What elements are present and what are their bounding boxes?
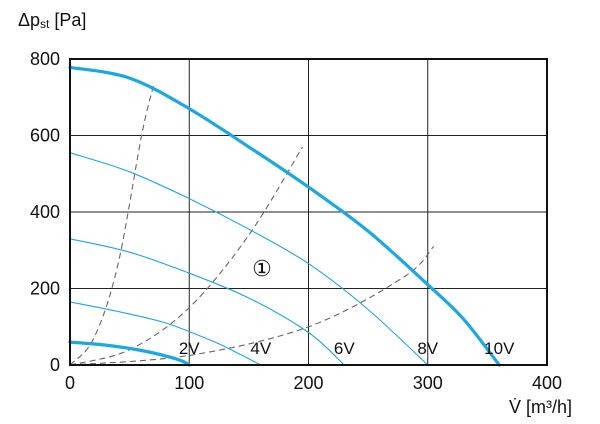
x-tick-label: 200	[293, 373, 323, 393]
fan-curve-6v	[69, 238, 345, 366]
system-curve	[69, 85, 155, 366]
y-tick-label: 200	[30, 279, 60, 299]
x-tick-label: 300	[413, 373, 443, 393]
y-tick-label: 400	[30, 202, 60, 222]
curve-label-8v: 8V	[417, 339, 438, 358]
fan-curve-8v	[69, 152, 429, 366]
system-curve	[69, 246, 435, 366]
curve-label-10v: 10V	[484, 339, 515, 358]
system-curve	[69, 146, 303, 366]
y-tick-label: 800	[30, 49, 60, 69]
grid	[70, 59, 547, 365]
plot-frame	[69, 58, 548, 366]
fan-curve-10v	[68, 65, 501, 367]
system-curves	[69, 85, 435, 366]
y-tick-label: 0	[50, 355, 60, 375]
fan-curve-4v	[69, 301, 262, 366]
y-tick-label: 600	[30, 126, 60, 146]
plot-border	[69, 58, 548, 366]
fan-curves	[68, 65, 501, 367]
fan-curve-2v	[68, 340, 191, 367]
x-tick-label: 0	[65, 373, 75, 393]
curve-labels: 2V 4V 6V 8V 10V	[179, 339, 515, 358]
x-tick-label: 400	[532, 373, 562, 393]
tick-labels: 0 100 200 300 400 0 200 400 600 800	[30, 49, 562, 393]
x-axis-title: V̇ [m³/h]	[509, 397, 572, 417]
curve-label-2v: 2V	[179, 339, 200, 358]
operating-range-marker: ①	[252, 256, 272, 281]
curve-label-4v: 4V	[250, 339, 271, 358]
curve-label-6v: 6V	[334, 339, 355, 358]
x-tick-label: 100	[174, 373, 204, 393]
y-axis-title: Δpst [Pa]	[18, 10, 86, 31]
